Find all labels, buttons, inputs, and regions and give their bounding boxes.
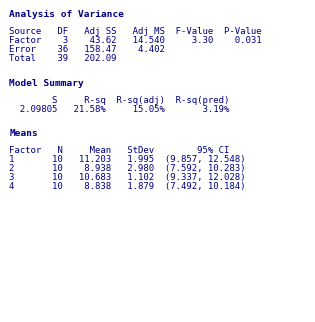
Text: Factor   N     Mean   StDev        95% CI: Factor N Mean StDev 95% CI: [9, 146, 230, 155]
Text: Factor    3    43.62   14.540     3.30    0.031: Factor 3 43.62 14.540 3.30 0.031: [9, 36, 262, 45]
Text: 2.09805   21.58%     15.05%       3.19%: 2.09805 21.58% 15.05% 3.19%: [9, 105, 230, 114]
Text: Error    36   158.47    4.402: Error 36 158.47 4.402: [9, 45, 165, 54]
Text: Total    39   202.09: Total 39 202.09: [9, 54, 117, 63]
Text: 2       10    8.938   2.980  (7.592, 10.283): 2 10 8.938 2.980 (7.592, 10.283): [9, 164, 246, 173]
Text: Source   DF   Adj SS   Adj MS  F-Value  P-Value: Source DF Adj SS Adj MS F-Value P-Value: [9, 27, 262, 36]
Text: 1       10   11.203   1.995  (9.857, 12.548): 1 10 11.203 1.995 (9.857, 12.548): [9, 155, 246, 164]
Text: 4       10    8.838   1.879  (7.492, 10.184): 4 10 8.838 1.879 (7.492, 10.184): [9, 182, 246, 191]
Text: S     R-sq  R-sq(adj)  R-sq(pred): S R-sq R-sq(adj) R-sq(pred): [9, 96, 230, 105]
Text: Model Summary: Model Summary: [9, 79, 84, 88]
Text: 3       10   10.683   1.102  (9.337, 12.028): 3 10 10.683 1.102 (9.337, 12.028): [9, 173, 246, 182]
Text: Means: Means: [9, 129, 38, 138]
Text: Analysis of Variance: Analysis of Variance: [9, 10, 124, 19]
